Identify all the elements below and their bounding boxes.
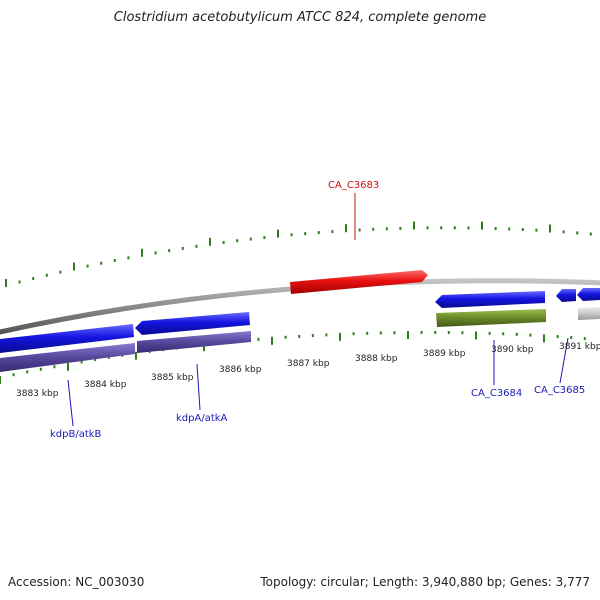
genome-summary-text: Topology: circular; Length: 3,940,880 bp… [260,575,590,589]
kbp-label: 3887 kbp [287,359,330,369]
gene-purple-2[interactable] [137,331,251,353]
gene-kdpa[interactable] [135,312,250,335]
label-kdpa[interactable]: kdpA/atkA [176,413,228,424]
label-ca-c3684[interactable]: CA_C3684 [471,388,522,399]
inner-tick-ring [0,330,586,384]
kdpb-label-line [67,379,74,427]
ca-c3685-label-line [559,337,569,384]
accession-text: Accession: NC_003030 [8,575,145,589]
kbp-label: 3883 kbp [16,389,59,399]
gene-ca-c3683[interactable] [290,270,428,294]
kbp-label: 3888 kbp [355,354,398,364]
outer-tick-ring [5,221,592,287]
kbp-label: 3885 kbp [151,373,194,383]
kbp-label: 3889 kbp [423,349,466,359]
kbp-label: 3891 kbp [559,342,600,352]
kbp-label: 3886 kbp [219,365,262,375]
gene-ca-c3684[interactable] [435,291,545,308]
label-kdpb[interactable]: kdpB/atkB [50,429,102,440]
label-ca-c3685[interactable]: CA_C3685 [534,385,585,396]
genome-backbone [0,278,600,335]
genome-title: Clostridium acetobutylicum ATCC 824, com… [113,10,487,25]
gene-kdpb[interactable] [0,324,134,353]
kbp-label: 3890 kbp [491,345,534,355]
kdpa-label-line [196,363,201,411]
kbp-label: 3884 kbp [84,380,127,390]
gene-olive[interactable] [436,309,546,327]
gene-gray[interactable] [578,307,600,320]
gene-ca-c3685[interactable] [577,288,600,301]
label-ca-c3683[interactable]: CA_C3683 [328,180,379,191]
gene-purple-1[interactable] [0,343,135,372]
gene-blue-small[interactable] [556,289,576,302]
